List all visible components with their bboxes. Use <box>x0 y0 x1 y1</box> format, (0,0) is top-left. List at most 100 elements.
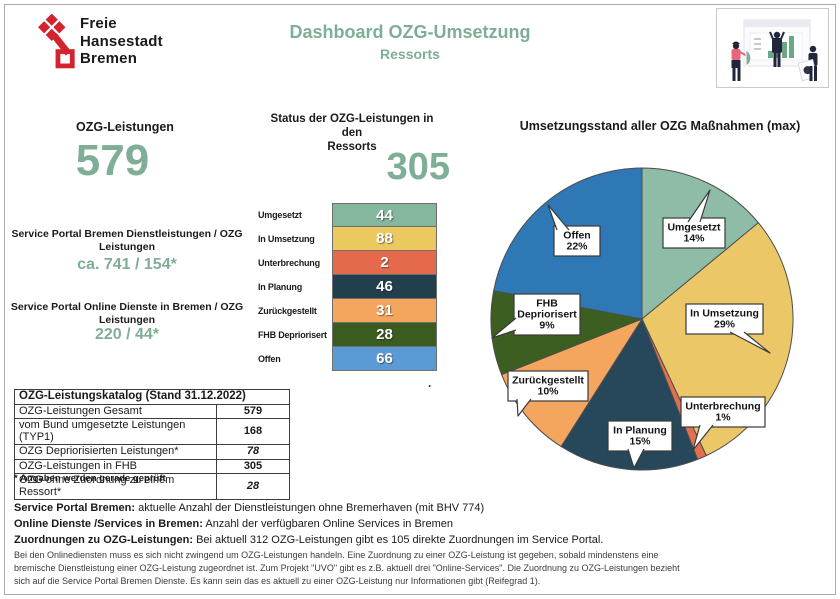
table-row-value: 78 <box>216 444 290 460</box>
status-row-in-planung: In Planung 46 <box>252 274 438 299</box>
bremen-key-icon <box>36 13 78 72</box>
status-row-bar-fhb-depriorisert: 28 <box>332 322 437 347</box>
status-row-bar-zuruckgestellt: 31 <box>332 298 437 323</box>
ozg-leistungen-title: OZG-Leistungen <box>76 120 174 134</box>
pie-label-box <box>607 420 673 452</box>
status-row-unterbrechung: Unterbrechung 2 <box>252 250 438 275</box>
table-row-value: 305 <box>216 458 290 474</box>
pie-label-pointer <box>627 448 645 469</box>
status-row-fhb-depriorisert: FHB Depriorisert 28 <box>252 322 438 347</box>
pie-label-box <box>685 303 764 335</box>
pie-label-pointer <box>692 424 714 451</box>
metric-online-dienste-value: 220 / 44* <box>94 326 160 343</box>
pie-label-unterbrechung: Unterbrechung 1% <box>680 396 766 451</box>
pie-label-box <box>553 225 601 257</box>
katalog-table: OZG-Leistungskatalog (Stand 31.12.2022) … <box>14 389 290 500</box>
table-row-value: 28 <box>216 473 290 500</box>
footer-term: Zuordnungen zu OZG-Leistungen: <box>14 534 194 546</box>
table-row: vom Bund umgesetzte Leistungen (TYP1) 168 <box>14 418 290 445</box>
table-row-label: vom Bund umgesetzte Leistungen (TYP1) <box>14 418 217 445</box>
pie-label-text: Offen 22% <box>563 230 590 253</box>
table-row-label: OZG-Leistungen Gesamt <box>14 403 217 419</box>
table-header-cell: OZG-Leistungskatalog (Stand 31.12.2022) <box>14 389 290 405</box>
status-row-label: Zurückgestellt <box>258 306 317 316</box>
metric-service-portal-label: Service Portal Bremen Dienstleistungen /… <box>8 228 246 253</box>
footer-description: aktuelle Anzahl der Dienstleistungen ohn… <box>135 502 485 514</box>
footer-smallprint-line: bremische Dienstleistung einer OZG-Leist… <box>14 563 680 573</box>
status-row-value: 2 <box>380 254 389 271</box>
footer-term: Online Dienste /Services in Bremen: <box>14 518 203 530</box>
table-row: OZG-Leistungen in FHB 305 <box>14 458 290 474</box>
status-row-value: 28 <box>376 326 393 343</box>
ozg-leistungen-total: 579 <box>75 136 150 185</box>
table-row-value: 168 <box>216 418 290 445</box>
status-row-value: 31 <box>376 302 393 319</box>
pie-label-pointer <box>491 317 517 339</box>
metric-label-line: Service Portal Bremen Dienstleistungen /… <box>11 228 243 240</box>
pie-label-box <box>662 217 726 249</box>
table-row: OZG-Leistungen Gesamt 579 <box>14 403 290 419</box>
pie-label-pointer <box>516 398 532 417</box>
pie-label-umgesetzt: Umgesetzt 14% <box>662 189 726 249</box>
footer-description: Bei aktuell 312 OZG-Leistungen gibt es 1… <box>193 534 604 546</box>
status-title-line: Status der OZG-Leistungen in den <box>270 113 434 139</box>
pie-label-in-planung: In Planung 15% <box>607 420 673 469</box>
status-row-label: FHB Depriorisert <box>258 330 327 340</box>
pie-chart-title: Umsetzungsstand aller OZG Maßnahmen (max… <box>519 119 801 133</box>
logo-line: Freie <box>80 15 117 32</box>
status-total: 305 <box>386 146 450 188</box>
status-row-offen: Offen 66 <box>252 346 438 371</box>
logo-line: Hansestadt <box>80 32 163 50</box>
pie-label-box <box>513 293 581 336</box>
status-row-value: 44 <box>376 206 393 224</box>
footer-description: Anzahl der verfügbaren Online Services i… <box>202 518 453 530</box>
metric-label-line: Leistungen <box>98 313 155 326</box>
status-title: Status der OZG-Leistungen in den Ressort… <box>268 112 436 154</box>
status-row-bar-in-umsetzung: 88 <box>332 226 437 251</box>
status-row-value: 88 <box>376 230 393 247</box>
status-title-line: Ressorts <box>327 141 377 153</box>
status-row-bar-umgesetzt: 44 <box>332 203 437 227</box>
people-presenting-chart-illustration <box>716 8 829 88</box>
pie-label-text: Unterbrechung 1% <box>685 401 760 424</box>
footer-smallprint-line: Bei den Onlinediensten muss es sich nich… <box>14 550 659 560</box>
pie-label-text: In Planung 15% <box>613 425 667 448</box>
status-row-label: In Planung <box>258 282 302 292</box>
logo-text: Freie Hansestadt Bremen <box>80 15 163 68</box>
table-row: OZG Depriorisierten Leistungen* 78 <box>14 444 290 460</box>
pie-label-pointer <box>687 189 711 223</box>
table-row-value: 579 <box>216 403 290 419</box>
table-row-label: OZG-Leistungen in FHB <box>14 458 217 474</box>
status-row-label: Offen <box>258 354 281 364</box>
pie-label-pointer <box>547 204 570 231</box>
pie-chart: Umgesetzt 14% In Umsetzung 29% Unterbrechung… <box>490 167 794 471</box>
table-row: OZG ohne Zuordnung zu einem Ressort* 28 <box>14 473 290 500</box>
logo-line: Bremen <box>80 50 138 67</box>
status-row-bar-unterbrechung: 2 <box>332 250 437 275</box>
footer-term: Service Portal Bremen: <box>14 502 136 514</box>
page-title: Dashboard OZG-Umsetzung <box>289 22 531 42</box>
status-trailing-dot: . <box>428 376 432 390</box>
pie-label-text: FHB Depriorisert 9% <box>517 298 577 332</box>
status-rows: Umgesetzt 44 In Umsetzung 88 Unterbrechung 2 I… <box>252 203 438 371</box>
status-row-label: Unterbrechung <box>258 258 320 268</box>
katalog-footnote: * Angaben werden gerade geprüft <box>14 473 166 484</box>
footer-definitions: Service Portal Bremen: aktuelle Anzahl d… <box>14 500 824 548</box>
table-row-label: OZG Depriorisierten Leistungen* <box>14 444 217 460</box>
status-row-in-umsetzung: In Umsetzung 88 <box>252 226 438 251</box>
status-row-zuruckgestellt: Zurückgestellt 31 <box>252 298 438 323</box>
pie-label-text: Zurückgestellt 10% <box>512 375 584 398</box>
pie-label-offen: Offen 22% <box>547 204 601 257</box>
pie-label-text: In Umsetzung 29% <box>690 308 759 331</box>
metric-label-line: Service Portal Online Dienste in Bremen … <box>10 301 244 313</box>
pie-label-box <box>507 370 589 402</box>
pie-label-zuruckgestellt: Zurückgestellt 10% <box>507 370 589 417</box>
footer-smallprint: Bei den Onlinediensten muss es sich nich… <box>14 549 824 588</box>
page-subtitle: Ressorts <box>380 46 440 62</box>
pie-label-box <box>680 396 766 428</box>
footer-definition-line: Service Portal Bremen: aktuelle Anzahl d… <box>14 500 824 516</box>
status-row-value: 66 <box>376 350 393 367</box>
pie-label-in-umsetzung: In Umsetzung 29% <box>685 303 771 354</box>
footer-definition-line: Zuordnungen zu OZG-Leistungen: Bei aktue… <box>14 532 824 548</box>
